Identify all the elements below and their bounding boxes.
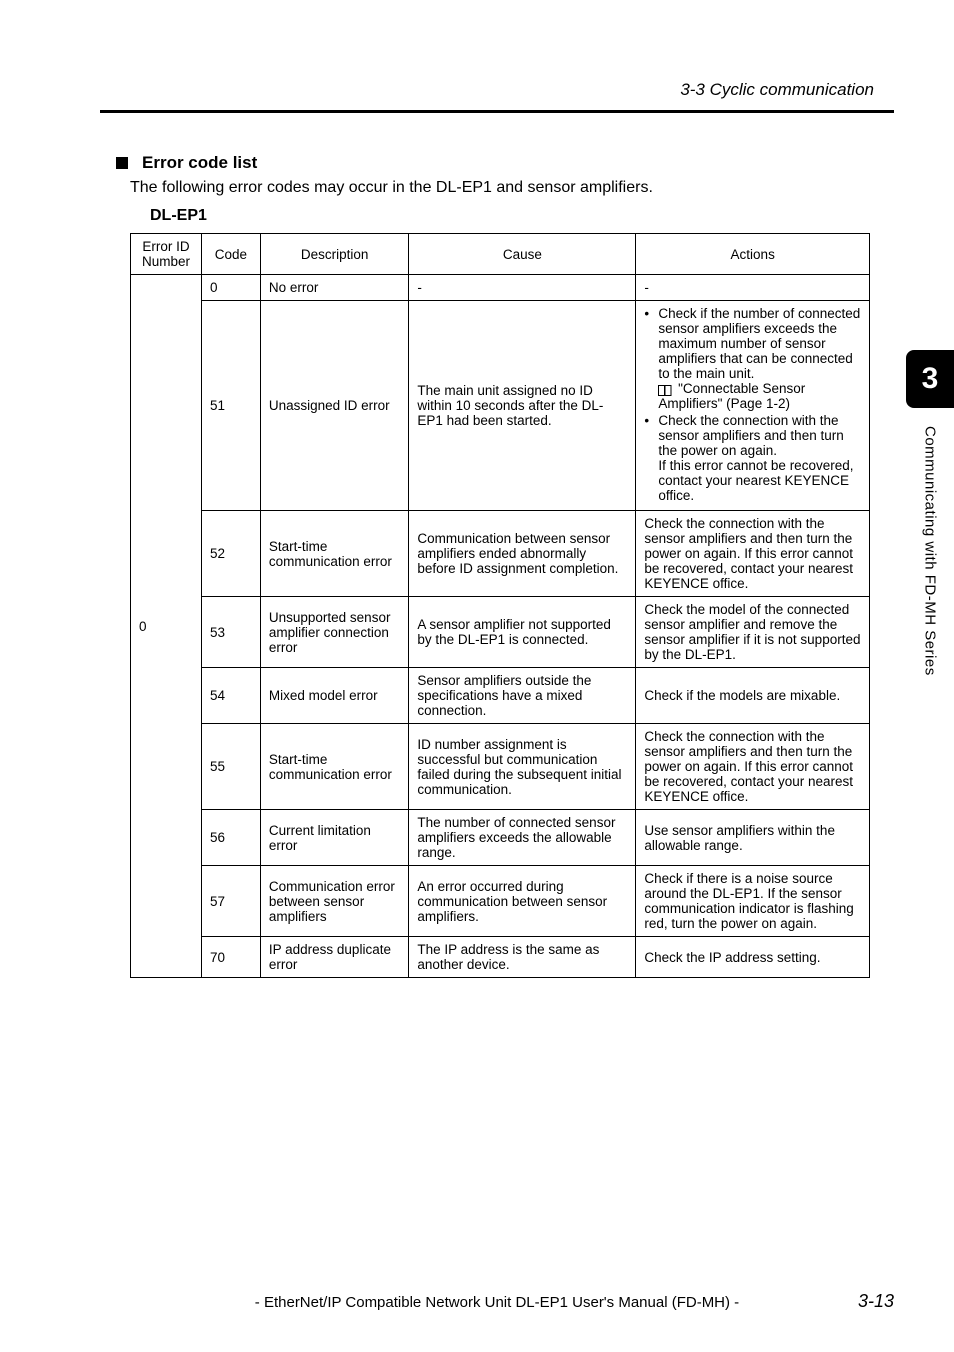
- cell-desc: Current limitation error: [260, 810, 408, 866]
- cell-cause: The main unit assigned no ID within 10 s…: [409, 301, 636, 511]
- cell-cause: An error occurred during communication b…: [409, 866, 636, 937]
- section-header: 3-3 Cyclic communication: [100, 80, 894, 100]
- book-icon: [658, 384, 672, 395]
- error-code-table: Error ID Number Code Description Cause A…: [130, 233, 870, 978]
- intro-text: The following error codes may occur in t…: [130, 179, 894, 197]
- header-rule: [100, 110, 894, 113]
- cell-code: 56: [201, 810, 260, 866]
- cell-code: 57: [201, 866, 260, 937]
- cell-desc: IP address duplicate error: [260, 937, 408, 978]
- cell-cause: Sensor amplifiers outside the specificat…: [409, 668, 636, 724]
- table-row: 54 Mixed model error Sensor amplifiers o…: [131, 668, 870, 724]
- cell-actions: Check the model of the connected sensor …: [636, 597, 870, 668]
- chapter-side-tab: 3 Communicating with FD-MH Series: [906, 350, 954, 676]
- subheading-row: Error code list: [116, 153, 894, 173]
- cell-desc: Unsupported sensor amplifier connection …: [260, 597, 408, 668]
- cell-desc: Mixed model error: [260, 668, 408, 724]
- chapter-number: 3: [906, 350, 954, 408]
- th-actions: Actions: [636, 234, 870, 275]
- table-row: 57 Communication error between sensor am…: [131, 866, 870, 937]
- cell-desc: Start-time communication error: [260, 724, 408, 810]
- cell-actions: Check the connection with the sensor amp…: [636, 511, 870, 597]
- cell-code: 70: [201, 937, 260, 978]
- chapter-title: Communicating with FD-MH Series: [922, 426, 939, 676]
- cell-actions: Check the connection with the sensor amp…: [636, 724, 870, 810]
- table-header-row: Error ID Number Code Description Cause A…: [131, 234, 870, 275]
- cell-actions: -: [636, 275, 870, 301]
- action-text: Check if the number of connected sensor …: [658, 306, 860, 381]
- table-row: 51 Unassigned ID error The main unit ass…: [131, 301, 870, 511]
- cell-actions: Check if the number of connected sensor …: [636, 301, 870, 511]
- th-code: Code: [201, 234, 260, 275]
- action-bullet: Check the connection with the sensor amp…: [644, 413, 861, 503]
- cell-error-id: 0: [131, 275, 202, 978]
- th-id: Error ID Number: [131, 234, 202, 275]
- cell-code: 54: [201, 668, 260, 724]
- cell-desc: Communication error between sensor ampli…: [260, 866, 408, 937]
- page-number: 3-13: [834, 1291, 894, 1312]
- action-bullet: Check if the number of connected sensor …: [644, 306, 861, 411]
- table-row: 55 Start-time communication error ID num…: [131, 724, 870, 810]
- cell-cause: A sensor amplifier not supported by the …: [409, 597, 636, 668]
- cell-code: 0: [201, 275, 260, 301]
- cell-cause: -: [409, 275, 636, 301]
- table-row: 53 Unsupported sensor amplifier connecti…: [131, 597, 870, 668]
- table-row: 52 Start-time communication error Commun…: [131, 511, 870, 597]
- cell-cause: Communication between sensor amplifiers …: [409, 511, 636, 597]
- cell-code: 55: [201, 724, 260, 810]
- cell-code: 52: [201, 511, 260, 597]
- footer-manual-title: - EtherNet/IP Compatible Network Unit DL…: [160, 1294, 834, 1311]
- action-ref: "Connectable Sensor Amplifiers" (Page 1-…: [658, 381, 805, 411]
- device-name: DL-EP1: [150, 207, 894, 225]
- cell-code: 53: [201, 597, 260, 668]
- cell-cause: The IP address is the same as another de…: [409, 937, 636, 978]
- cell-code: 51: [201, 301, 260, 511]
- cell-desc: Start-time communication error: [260, 511, 408, 597]
- table-row: 70 IP address duplicate error The IP add…: [131, 937, 870, 978]
- cell-desc: Unassigned ID error: [260, 301, 408, 511]
- bullet-square-icon: [116, 157, 128, 169]
- cell-actions: Check the IP address setting.: [636, 937, 870, 978]
- th-cause: Cause: [409, 234, 636, 275]
- cell-actions: Check if the models are mixable.: [636, 668, 870, 724]
- subheading-title: Error code list: [142, 153, 257, 173]
- cell-cause: ID number assignment is successful but c…: [409, 724, 636, 810]
- cell-cause: The number of connected sensor amplifier…: [409, 810, 636, 866]
- cell-actions: Check if there is a noise source around …: [636, 866, 870, 937]
- cell-actions: Use sensor amplifiers within the allowab…: [636, 810, 870, 866]
- page-footer: - EtherNet/IP Compatible Network Unit DL…: [100, 1291, 894, 1312]
- th-desc: Description: [260, 234, 408, 275]
- table-row: 0 0 No error - -: [131, 275, 870, 301]
- cell-desc: No error: [260, 275, 408, 301]
- table-row: 56 Current limitation error The number o…: [131, 810, 870, 866]
